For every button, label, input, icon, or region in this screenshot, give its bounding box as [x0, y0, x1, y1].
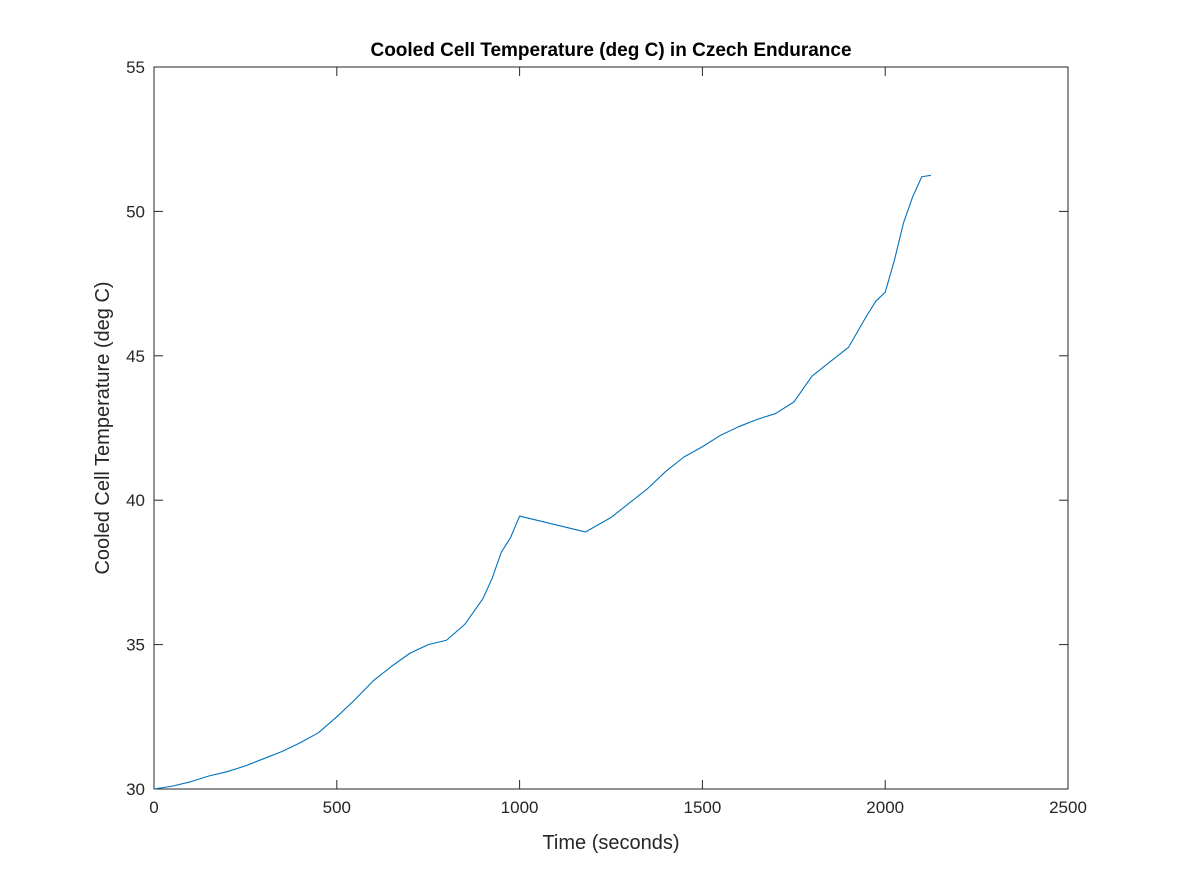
ticks: [153, 66, 1069, 790]
chart-title: Cooled Cell Temperature (deg C) in Czech…: [370, 40, 851, 61]
series-layer: [153, 174, 931, 790]
x-tick-label: 2000: [866, 798, 904, 817]
y-tick-label: 40: [126, 491, 145, 510]
x-tick-label: 0: [149, 798, 158, 817]
x-tick-label: 1000: [501, 798, 539, 817]
y-tick-label: 55: [126, 58, 145, 77]
y-tick-label: 30: [126, 780, 145, 799]
plot-area: [153, 66, 1069, 790]
y-axis-label: Cooled Cell Temperature (deg C): [92, 281, 114, 574]
y-tick-label: 45: [126, 347, 145, 366]
tick-labels: 0 500 1000 1500 2000 2500 30 35 40 45 50 55: [126, 58, 1087, 817]
y-tick-label: 35: [126, 636, 145, 655]
x-tick-label: 2500: [1049, 798, 1087, 817]
x-tick-label: 500: [323, 798, 351, 817]
x-tick-label: 1500: [683, 798, 721, 817]
x-axis-label: Time (seconds): [542, 832, 679, 854]
y-tick-label: 50: [126, 202, 145, 221]
series-line-0: [153, 174, 931, 790]
